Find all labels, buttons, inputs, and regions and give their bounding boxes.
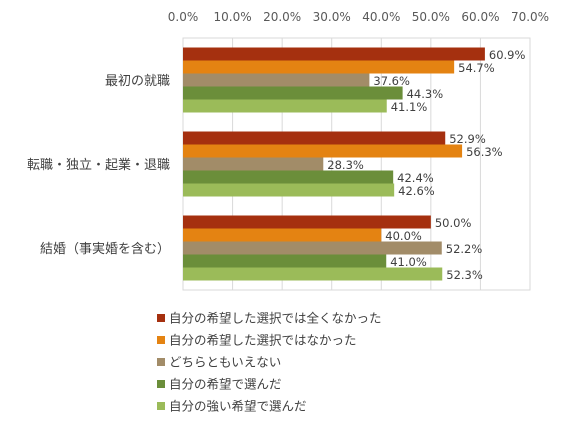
x-tick-label: 40.0% xyxy=(362,10,400,24)
data-label: 52.3% xyxy=(446,268,483,282)
x-tick-label: 0.0% xyxy=(168,10,199,24)
bar xyxy=(183,144,463,158)
bar xyxy=(183,267,443,281)
data-label: 52.2% xyxy=(446,242,483,256)
x-tick-label: 60.0% xyxy=(461,10,499,24)
legend-label: 自分の希望した選択ではなかった xyxy=(169,333,357,348)
legend-label: 自分の希望した選択では全くなかった xyxy=(169,311,382,326)
data-label: 37.6% xyxy=(373,74,410,88)
data-label: 28.3% xyxy=(327,158,364,172)
legend-swatch xyxy=(157,336,165,344)
bar xyxy=(183,99,387,113)
legend-label: どちらともいえない xyxy=(169,355,281,370)
bar xyxy=(183,170,394,184)
bar xyxy=(183,215,431,229)
bar xyxy=(183,73,370,87)
category-label: 最初の就職 xyxy=(105,74,170,89)
bar xyxy=(183,131,446,145)
data-label: 41.0% xyxy=(390,255,427,269)
x-tick-label: 20.0% xyxy=(263,10,301,24)
bar xyxy=(183,228,382,242)
x-tick-label: 30.0% xyxy=(313,10,351,24)
legend-label: 自分の強い希望で選んだ xyxy=(169,399,307,414)
legend-label: 自分の希望で選んだ xyxy=(169,377,282,392)
x-tick-label: 70.0% xyxy=(511,10,549,24)
legend-swatch xyxy=(157,358,165,366)
bar xyxy=(183,183,395,197)
data-label: 41.1% xyxy=(391,100,428,114)
data-label: 42.4% xyxy=(397,171,434,185)
legend-swatch xyxy=(157,380,165,388)
data-label: 52.9% xyxy=(449,132,486,146)
data-label: 50.0% xyxy=(435,216,472,230)
bar xyxy=(183,86,403,100)
bar xyxy=(183,60,455,74)
category-label: 転職・独立・起業・退職 xyxy=(27,157,170,173)
data-label: 42.6% xyxy=(398,184,435,198)
data-label: 60.9% xyxy=(489,48,526,62)
data-label: 54.7% xyxy=(458,61,495,75)
legend-swatch xyxy=(157,314,165,322)
x-tick-label: 10.0% xyxy=(214,10,252,24)
category-label: 結婚（事実婚を含む） xyxy=(40,241,170,257)
data-label: 44.3% xyxy=(407,87,444,101)
data-label: 56.3% xyxy=(466,145,503,159)
bar xyxy=(183,241,442,255)
bar xyxy=(183,157,324,171)
data-label: 40.0% xyxy=(385,229,422,243)
legend-swatch xyxy=(157,402,165,410)
bar xyxy=(183,254,387,268)
bar xyxy=(183,47,485,61)
x-tick-label: 50.0% xyxy=(412,10,450,24)
